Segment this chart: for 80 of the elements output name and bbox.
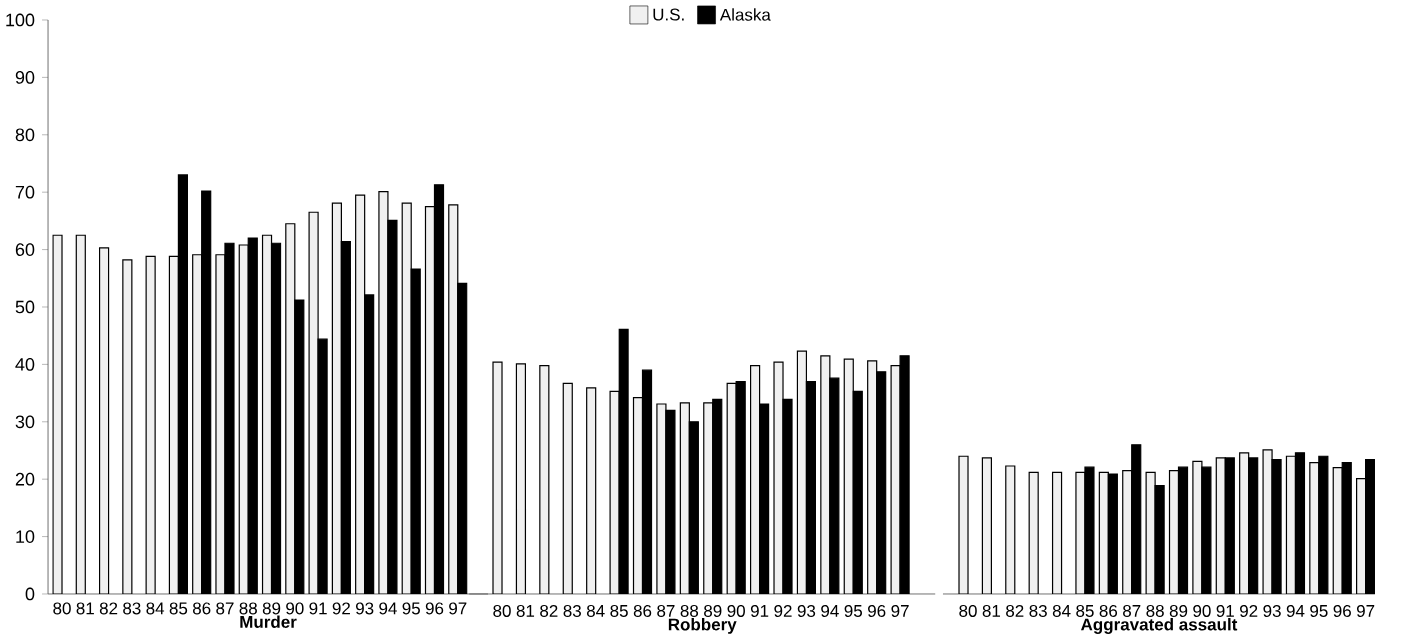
- x-tick-label: 95: [1310, 604, 1328, 617]
- x-tick-label: 80: [959, 604, 977, 617]
- x-tick-label: 90: [286, 602, 304, 615]
- x-tick-label: 93: [1263, 604, 1281, 617]
- x-tick-label: 95: [844, 604, 863, 617]
- x-tick-label: 97: [891, 604, 909, 617]
- x-tick-label: 91: [309, 602, 327, 615]
- x-tick-label: 92: [1240, 604, 1258, 617]
- bar: [492, 361, 503, 594]
- bar: [52, 234, 63, 594]
- bar: [122, 259, 133, 594]
- x-tick-label: 84: [146, 602, 165, 615]
- x-tick-label: 94: [1286, 604, 1305, 617]
- x-tick-label: 89: [1169, 604, 1188, 617]
- x-tick-label: 82: [540, 604, 558, 617]
- x-tick-label: 89: [262, 602, 281, 615]
- x-tick-label: 91: [1216, 604, 1234, 617]
- x-tick-label: 85: [169, 602, 188, 615]
- x-tick-label: 83: [563, 604, 581, 617]
- legend-label: U.S.: [653, 8, 684, 21]
- x-tick-label: 92: [332, 602, 350, 615]
- bar: [515, 363, 527, 594]
- x-tick-label: 88: [239, 602, 257, 615]
- x-tick-label: 96: [868, 604, 886, 617]
- x-axis-title: Aggravated assault: [1080, 618, 1238, 634]
- x-tick-label: 89: [704, 604, 722, 617]
- bar: [562, 382, 573, 594]
- x-tick-label: 85: [610, 604, 628, 617]
- y-tick-label: 30: [15, 415, 35, 429]
- x-tick-label: 88: [680, 604, 699, 617]
- legend-label: Alaska: [719, 8, 771, 21]
- bar: [98, 247, 110, 594]
- y-tick-label: 90: [15, 71, 35, 84]
- x-tick-label: 96: [425, 602, 444, 615]
- x-tick-label: 92: [774, 604, 792, 617]
- bar: [75, 234, 86, 594]
- bar: [539, 364, 550, 594]
- x-tick-label: 83: [123, 602, 141, 615]
- x-tick-label: 87: [1123, 604, 1141, 617]
- x-tick-label: 97: [449, 602, 467, 615]
- y-tick-label: 70: [15, 185, 35, 199]
- x-tick-label: 82: [1006, 604, 1024, 617]
- x-tick-label: 87: [216, 602, 234, 615]
- x-axis-title: Robbery: [668, 618, 737, 634]
- x-tick-label: 82: [99, 602, 118, 615]
- x-tick-label: 87: [657, 604, 675, 617]
- x-axis-title: Murder: [240, 615, 297, 628]
- x-tick-label: 81: [76, 602, 94, 615]
- x-tick-label: 90: [1193, 604, 1211, 617]
- x-tick-label: 86: [1099, 604, 1118, 617]
- x-tick-label: 93: [355, 602, 374, 615]
- y-tick-label: 80: [15, 128, 35, 142]
- x-tick-label: 97: [1356, 604, 1375, 617]
- x-tick-label: 94: [821, 604, 839, 617]
- x-tick-label: 81: [516, 604, 535, 617]
- x-tick-label: 94: [379, 602, 397, 615]
- x-tick-label: 84: [1052, 604, 1071, 617]
- y-tick-label: 60: [15, 243, 35, 256]
- y-tick-label: 100: [6, 13, 35, 27]
- x-tick-label: 96: [1333, 604, 1351, 617]
- y-tick-label: 0: [25, 587, 35, 601]
- bar: [145, 255, 156, 594]
- x-tick-label: 88: [1146, 604, 1164, 617]
- x-tick-label: 91: [750, 604, 769, 617]
- x-tick-label: 81: [982, 604, 1001, 617]
- y-tick-label: 20: [15, 472, 35, 486]
- y-tick-label: 50: [15, 300, 35, 314]
- x-tick-label: 86: [633, 604, 652, 617]
- y-tick-label: 40: [15, 358, 35, 371]
- x-tick-label: 80: [53, 602, 71, 615]
- x-tick-label: 95: [402, 602, 420, 615]
- x-tick-label: 85: [1076, 604, 1094, 617]
- bar: [586, 387, 597, 594]
- x-tick-label: 84: [586, 604, 605, 617]
- x-tick-label: 83: [1029, 604, 1047, 617]
- x-tick-label: 90: [727, 604, 745, 617]
- x-tick-label: 80: [493, 604, 511, 617]
- y-tick-label: 10: [16, 530, 35, 543]
- x-tick-label: 93: [797, 604, 816, 617]
- x-tick-label: 86: [192, 602, 211, 615]
